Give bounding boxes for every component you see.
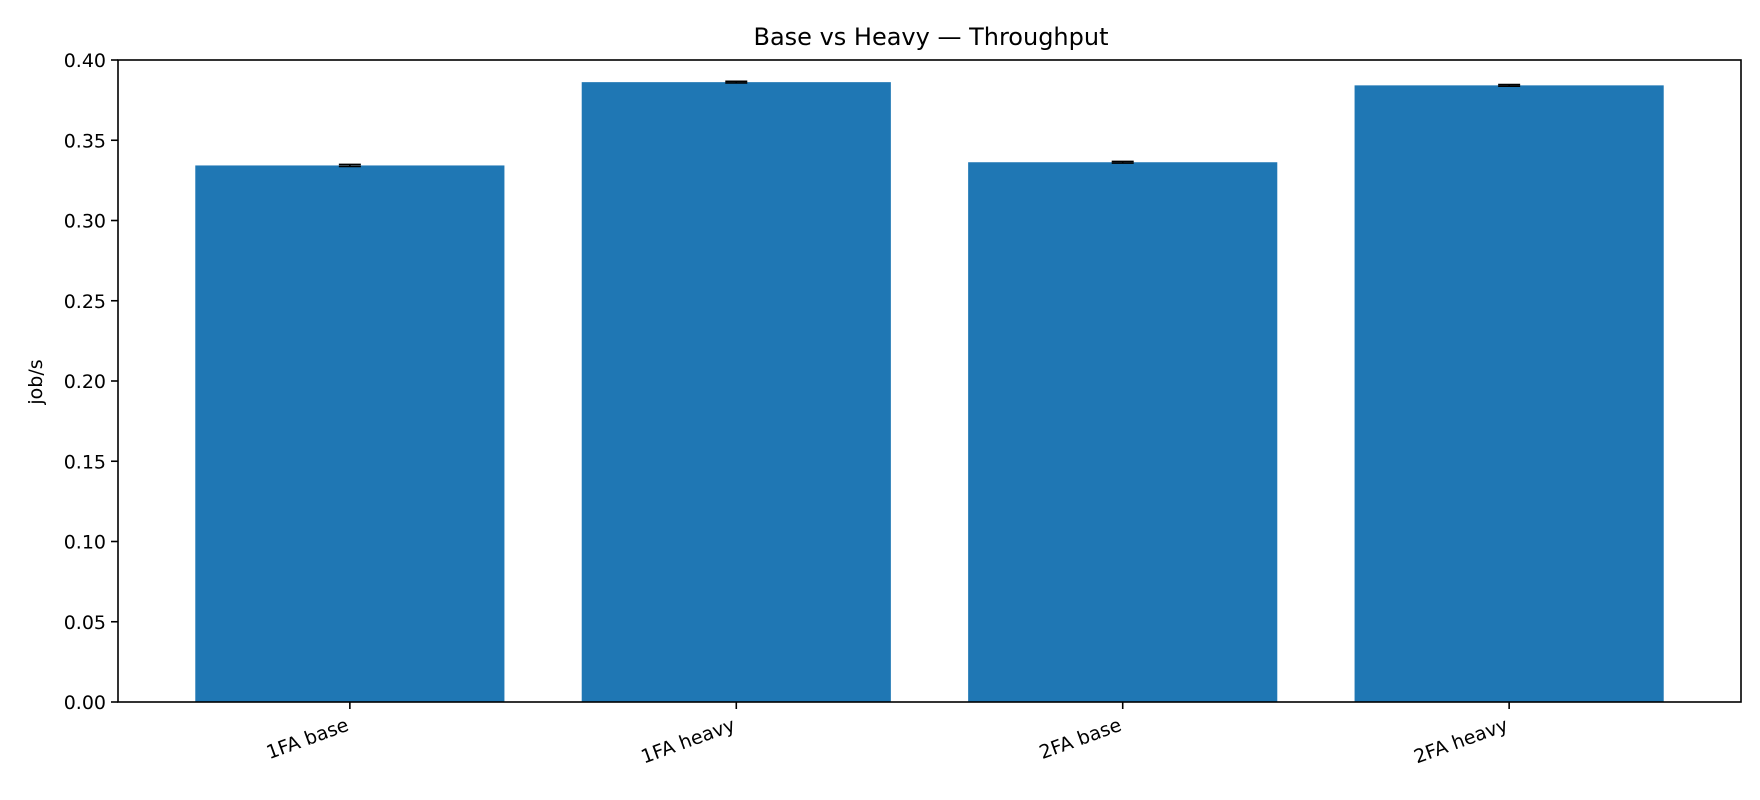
y-tick-label: 0.25	[64, 291, 106, 313]
bar	[195, 165, 505, 703]
x-tick-label: 1FA heavy	[638, 714, 738, 768]
y-tick-label: 0.20	[64, 371, 106, 393]
bars-group	[195, 82, 1664, 703]
x-tick-label: 2FA base	[1036, 714, 1124, 764]
bar	[1354, 85, 1664, 702]
x-tick-label: 1FA base	[264, 714, 352, 764]
y-tick-label: 0.30	[64, 211, 106, 233]
y-axis-label: job/s	[25, 359, 47, 405]
y-tick-label: 0.40	[64, 50, 106, 72]
y-tick-label: 0.15	[64, 451, 106, 473]
x-axis-ticks: 1FA base 1FA heavy 2FA base 2FA heavy	[264, 702, 1511, 768]
y-tick-label: 0.10	[64, 532, 106, 554]
bar	[581, 82, 891, 703]
y-tick-label: 0.00	[64, 692, 106, 714]
plot-area-frame	[117, 59, 1742, 703]
chart-title: Base vs Heavy — Throughput	[754, 23, 1109, 51]
y-tick-label: 0.05	[64, 612, 106, 634]
error-bars-group	[338, 80, 1521, 168]
y-axis-ticks: 0.00 0.05 0.10 0.15 0.20 0.25 0.30 0.35 0.40	[64, 50, 118, 714]
x-tick-label: 2FA heavy	[1411, 714, 1511, 768]
y-tick-label: 0.35	[64, 130, 106, 152]
bar	[968, 162, 1278, 702]
